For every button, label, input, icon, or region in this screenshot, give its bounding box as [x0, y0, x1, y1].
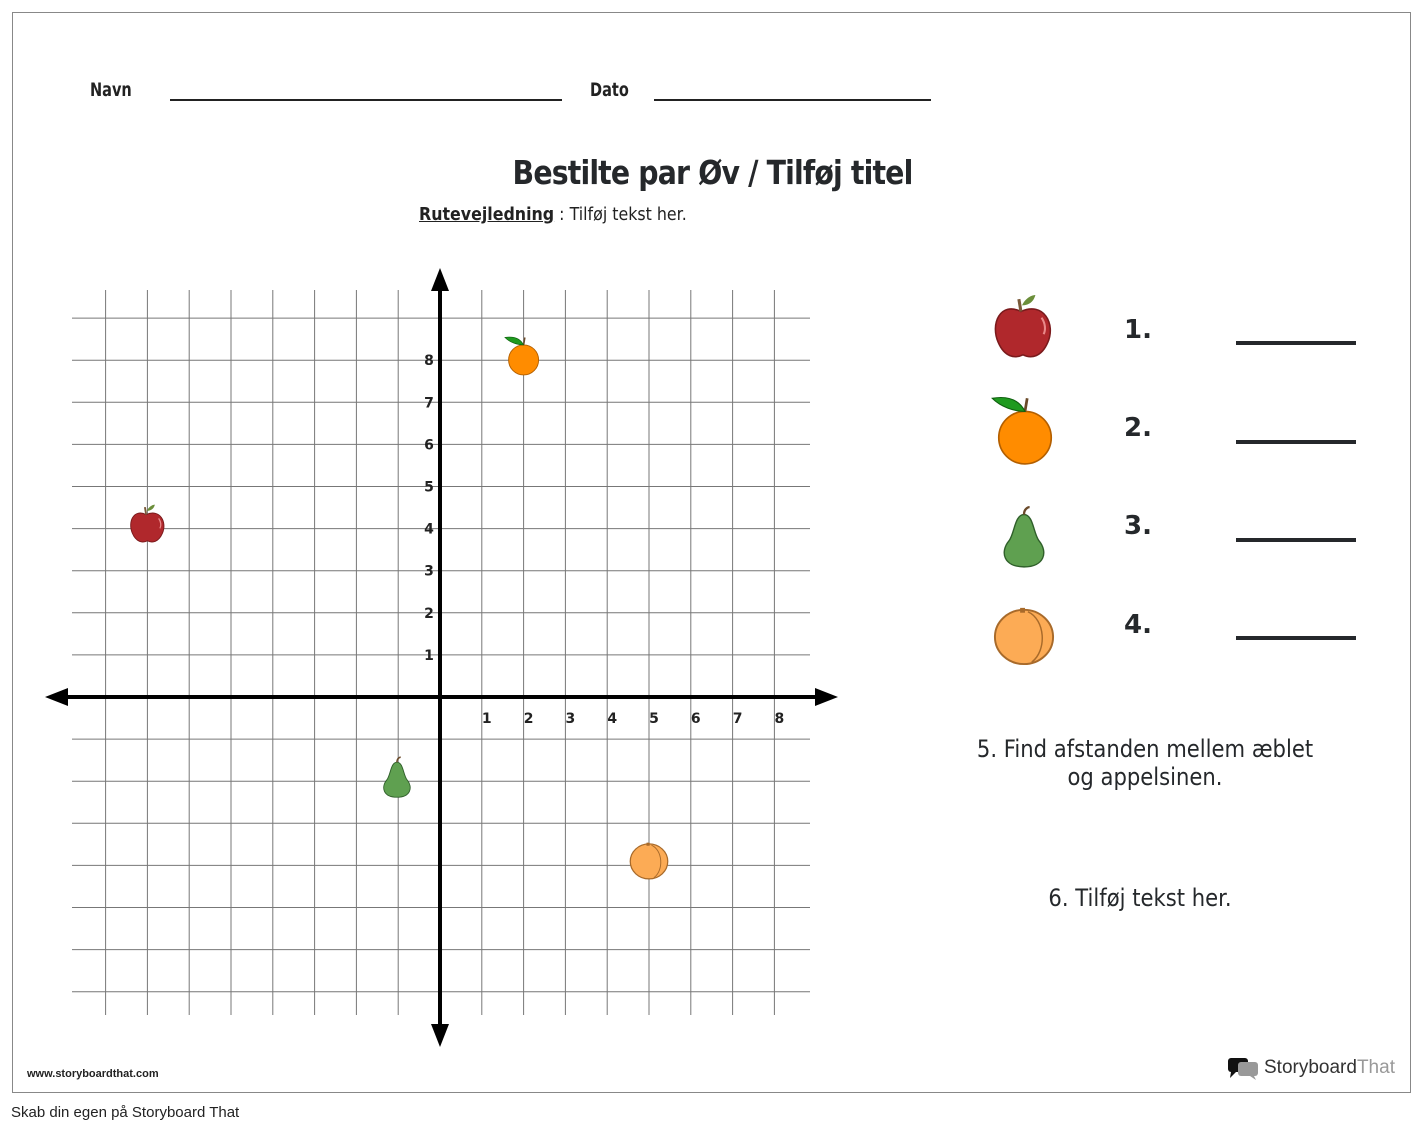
- pear-icon: [1003, 505, 1045, 569]
- x-tick-label: 8: [775, 711, 785, 727]
- footer-url[interactable]: www.storyboardthat.com: [27, 1068, 159, 1080]
- orange-icon: [990, 396, 1053, 466]
- y-tick-label: 1: [424, 648, 434, 664]
- y-tick-label: 2: [424, 606, 434, 622]
- question-6: 6. Tilføj tekst her.: [1048, 884, 1232, 912]
- question-number-2: 2.: [1124, 413, 1152, 443]
- x-axis-right-arrow: [815, 688, 838, 706]
- x-tick-label: 4: [607, 711, 617, 727]
- answer-line-1[interactable]: [1236, 341, 1356, 345]
- y-tick-label: 8: [424, 353, 434, 369]
- y-tick-label: 6: [424, 437, 434, 453]
- question-number-3: 3.: [1124, 511, 1152, 541]
- footer-caption[interactable]: Skab din egen på Storyboard That: [11, 1104, 240, 1121]
- orange-point-icon: [504, 336, 540, 376]
- instructions-separator: :: [559, 204, 565, 225]
- date-label: Dato: [590, 79, 629, 101]
- question-5: 5. Find afstanden mellem æblet og appels…: [976, 735, 1314, 791]
- x-tick-label: 1: [482, 711, 492, 727]
- pear-point-icon: [382, 756, 411, 798]
- name-label: Navn: [90, 79, 132, 101]
- x-tick-label: 5: [649, 711, 659, 727]
- page-title-text: Bestilte par Øv / Tilføj titel: [512, 153, 914, 192]
- speech-bubbles-icon: [1228, 1058, 1258, 1080]
- worksheet-frame: [12, 12, 1411, 1093]
- instructions-text: Tilføj tekst her.: [569, 204, 687, 225]
- y-tick-label: 5: [424, 480, 434, 496]
- question-number-1: 1.: [1124, 315, 1152, 345]
- y-tick-label: 3: [424, 564, 434, 580]
- y-tick-label: 4: [424, 522, 434, 538]
- apple-icon: [993, 293, 1052, 359]
- y-tick-label: 7: [424, 395, 434, 411]
- answer-line-3[interactable]: [1236, 538, 1356, 542]
- page-title: Bestilte par Øv / Tilføj titel: [0, 153, 1425, 192]
- name-field[interactable]: [170, 99, 562, 101]
- instructions: Rutevejledning : Tilføj tekst her.: [419, 204, 687, 225]
- x-tick-label: 7: [733, 711, 743, 727]
- y-axis-down-arrow: [431, 1024, 449, 1047]
- coordinate-plane: 1 2 3 4 5 6 7 8 1 2 3 4 5 6 7 8: [45, 268, 838, 1047]
- storyboardthat-logo: Storyboard That: [1228, 1056, 1395, 1080]
- peach-icon: [993, 606, 1055, 666]
- x-axis-left-arrow: [45, 688, 68, 706]
- x-tick-label: 2: [524, 711, 534, 727]
- apple-point-icon: [129, 503, 165, 543]
- answer-line-4[interactable]: [1236, 636, 1356, 640]
- date-field[interactable]: [654, 99, 931, 101]
- instructions-label: Rutevejledning: [419, 204, 555, 225]
- x-tick-label: 6: [691, 711, 701, 727]
- answer-line-2[interactable]: [1236, 440, 1356, 444]
- brand-storyboard: Storyboard: [1264, 1057, 1357, 1078]
- peach-point-icon: [629, 842, 669, 880]
- x-tick-label: 3: [566, 711, 576, 727]
- question-number-4: 4.: [1124, 610, 1152, 640]
- y-axis-up-arrow: [431, 268, 449, 291]
- brand-that: That: [1356, 1057, 1395, 1078]
